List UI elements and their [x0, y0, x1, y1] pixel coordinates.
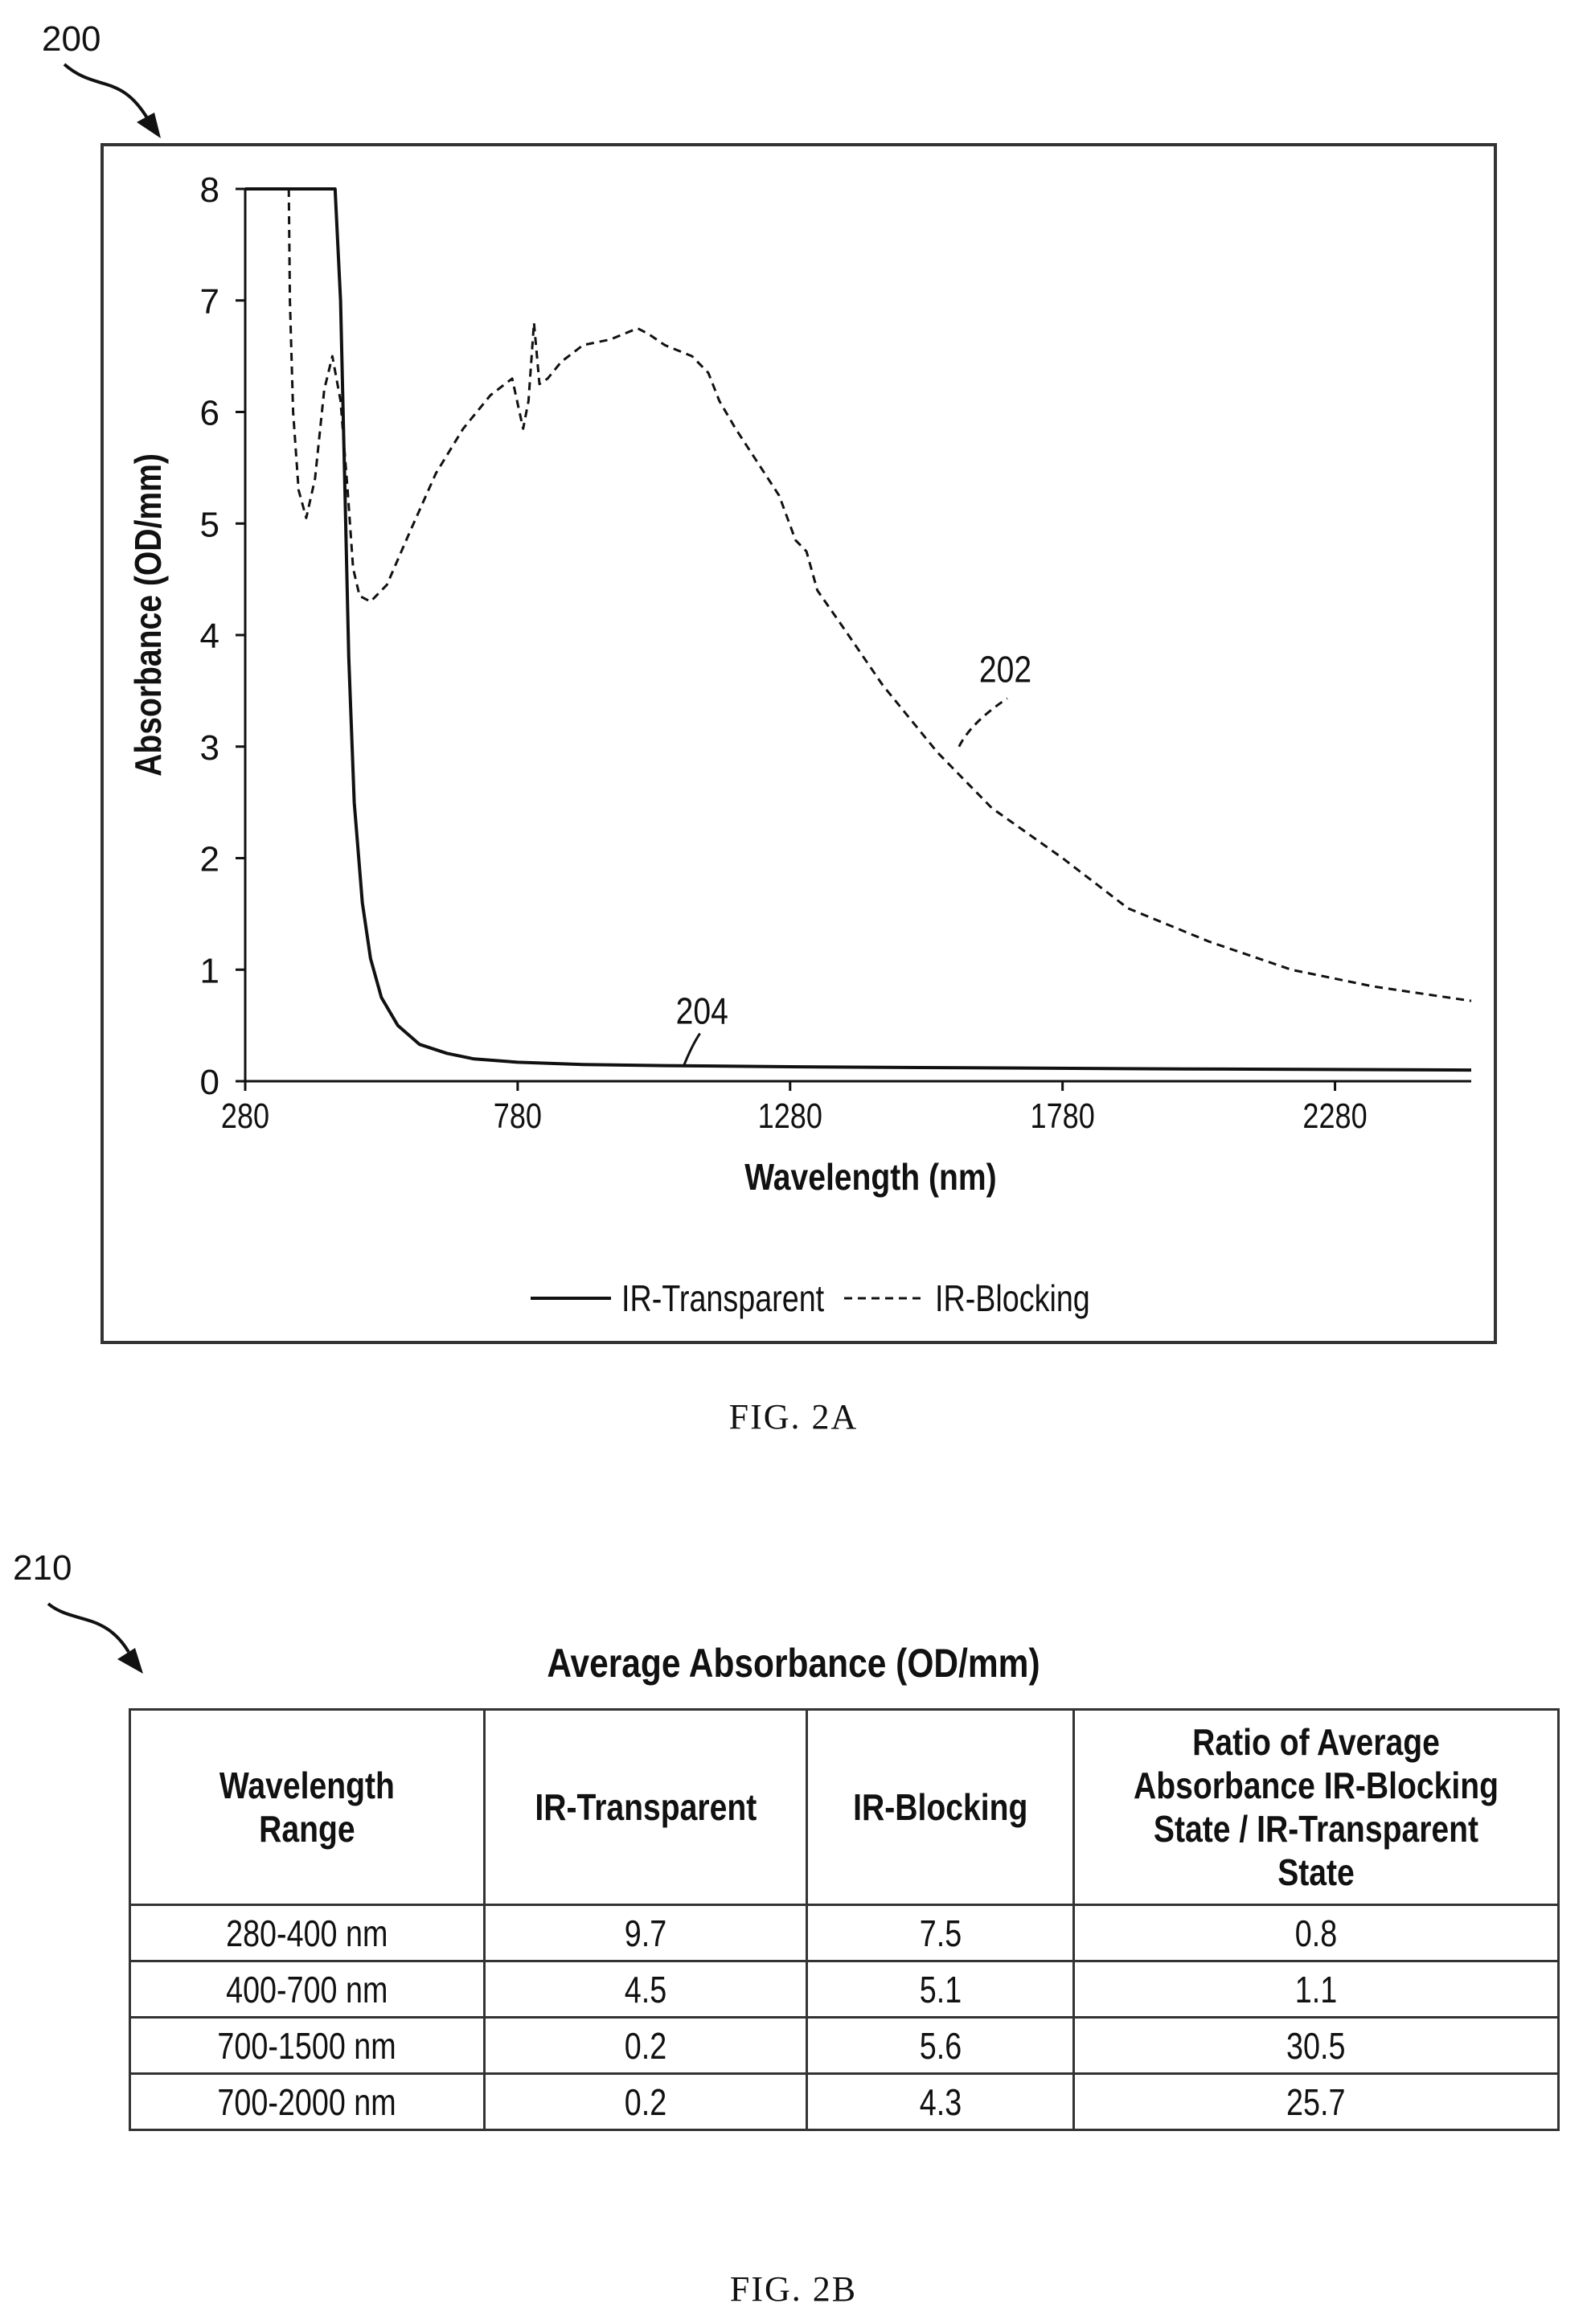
- table-cell: 7.5: [806, 1904, 1075, 1962]
- table-cell: 1.1: [1072, 1960, 1560, 2019]
- table-row: 400-700 nm 4.5 5.1 1.1: [129, 1960, 1560, 2019]
- callout-202-label: 202: [979, 650, 1031, 691]
- table-cell: 25.7: [1072, 2072, 1560, 2131]
- callout-204-leader: [683, 1032, 701, 1067]
- table-cell: 4.5: [482, 1960, 809, 2019]
- curve-callouts: 202 204: [676, 650, 1031, 1067]
- x-tick-label: 280: [221, 1096, 269, 1136]
- column-header-ratio: Ratio of Average Absorbance IR-Blocking …: [1072, 1708, 1560, 1906]
- callout-204-label: 204: [676, 991, 728, 1033]
- table-cell: 5.6: [806, 2016, 1075, 2075]
- table-cell: 30.5: [1072, 2016, 1560, 2075]
- table-row: 700-1500 nm 0.2 5.6 30.5: [129, 2016, 1560, 2075]
- table-cell: 9.7: [482, 1904, 809, 1962]
- table-header-row: Wavelength Range IR-Transparent IR-Block…: [129, 1708, 1560, 1906]
- table-row: 280-400 nm 9.7 7.5 0.8: [129, 1904, 1560, 1962]
- column-header-ir-transparent: IR-Transparent: [482, 1708, 809, 1906]
- x-tick-label: 1780: [1031, 1096, 1095, 1136]
- figure-a-ref-number: 200: [42, 19, 101, 59]
- table-cell: 280-400 nm: [129, 1904, 486, 1962]
- legend-label-ir-blocking: IR-Blocking: [935, 1277, 1090, 1318]
- table-cell: 5.1: [806, 1960, 1075, 2019]
- y-tick-label: 0: [200, 1063, 219, 1102]
- x-tick-label: 780: [494, 1096, 542, 1136]
- y-tick-label: 6: [200, 394, 219, 433]
- table-cell: 0.2: [482, 2016, 809, 2075]
- table-cell: 0.8: [1072, 1904, 1560, 1962]
- ir-blocking-series-line: [287, 188, 1472, 1002]
- x-tick-label: 1280: [758, 1096, 822, 1136]
- figure-a-ref-arrow: [63, 63, 161, 138]
- y-tick-label: 5: [200, 505, 219, 544]
- callout-202-leader: [958, 697, 1008, 748]
- figure-b-ref-arrow: [47, 1602, 143, 1674]
- y-tick-label: 1: [200, 951, 219, 990]
- tick-labels: 280 780 1280 1780 2280 0 1 2 3 4 5 6 7 8: [200, 170, 1368, 1136]
- legend: IR-Transparent IR-Blocking: [531, 1277, 1090, 1319]
- absorbance-chart: 280 780 1280 1780 2280 0 1 2 3 4 5 6 7 8 202 204 Wavel…: [100, 143, 1497, 1344]
- table-cell: 700-2000 nm: [129, 2072, 486, 2131]
- column-header-ir-blocking: IR-Blocking: [806, 1708, 1075, 1906]
- axes: [236, 187, 1471, 1091]
- x-tick-label: 2280: [1302, 1096, 1367, 1136]
- y-tick-label: 7: [200, 282, 219, 322]
- figure-b-ref-number: 210: [13, 1548, 72, 1588]
- y-tick-label: 8: [200, 170, 219, 210]
- figure-b-caption: FIG. 2B: [729, 2269, 858, 2309]
- x-axis-label: Wavelength (nm): [744, 1157, 996, 1199]
- table-cell: 0.2: [482, 2072, 809, 2131]
- table-row: 700-2000 nm 0.2 4.3 25.7: [129, 2072, 1560, 2131]
- series-lines: [245, 187, 1472, 1072]
- table-cell: 700-1500 nm: [129, 2016, 486, 2075]
- table-cell: 4.3: [806, 2072, 1075, 2131]
- figure-a-caption: FIG. 2A: [728, 1397, 859, 1437]
- legend-label-ir-transparent: IR-Transparent: [621, 1277, 824, 1318]
- y-tick-label: 2: [200, 840, 219, 879]
- column-header-wavelength-range: Wavelength Range: [129, 1708, 486, 1906]
- absorbance-table: Wavelength Range IR-Transparent IR-Block…: [129, 1708, 1560, 2131]
- chart-frame: [100, 143, 1497, 1344]
- y-tick-label: 3: [200, 728, 219, 768]
- ir-transparent-series-line: [245, 187, 1472, 1072]
- table-cell: 400-700 nm: [129, 1960, 486, 2019]
- y-axis-label: Absorbance (OD/mm): [128, 453, 170, 777]
- table-title: Average Absorbance (OD/mm): [547, 1641, 1040, 1686]
- y-tick-label: 4: [200, 617, 219, 656]
